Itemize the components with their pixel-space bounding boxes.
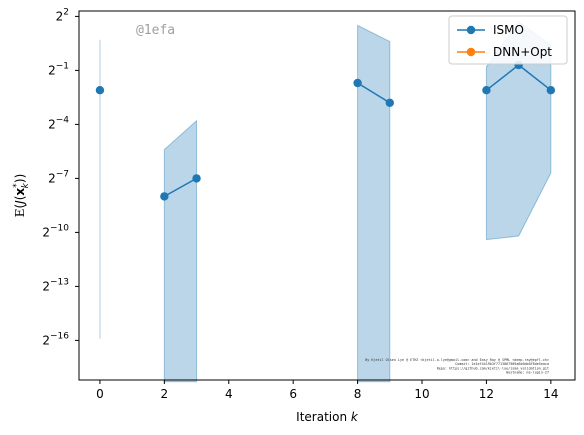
series-line-0-1 — [163, 177, 197, 198]
footnote-line-0: By Kjetil Olsen Lye @ ETHZ <kjetil.o.lye… — [365, 358, 549, 362]
footnote-line-3: Hostname: ms-login-27 — [506, 371, 549, 375]
band-0-2 — [357, 24, 391, 383]
data-point-0-0-0 — [95, 86, 105, 95]
y-tick-label: 2−10 — [42, 223, 69, 239]
y-tick-label: 2−1 — [48, 61, 69, 77]
legend-marker-0 — [466, 25, 476, 35]
y-tick-label: 22 — [56, 7, 69, 23]
data-point-0-1-0 — [160, 192, 169, 201]
legend-label-1: DNN+Opt — [493, 45, 552, 59]
band-0-1 — [163, 119, 198, 383]
data-point-0-2-1 — [385, 98, 395, 108]
x-tick-label: 12 — [479, 387, 494, 401]
y-tick-label: 2−16 — [42, 331, 69, 347]
y-tick-label: 2−7 — [48, 169, 69, 185]
data-point-0-3-0 — [482, 86, 491, 95]
legend: ISMO DNN+Opt — [448, 15, 568, 65]
x-tick-label: 10 — [414, 387, 429, 401]
x-tick-label: 6 — [289, 387, 297, 401]
footnote-line-1: Commit: 1e1ef4419b3f7713867909a6d6db0f8d… — [455, 362, 549, 366]
data-point-0-3-2 — [546, 86, 556, 95]
footnote: By Kjetil Olsen Lye @ ETHZ <kjetil.o.lye… — [365, 358, 549, 375]
x-tick-label: 14 — [543, 387, 558, 401]
data-point-0-1-1 — [192, 174, 201, 183]
x-tick-label: 2 — [161, 387, 169, 401]
watermark: @1efa — [136, 23, 175, 38]
x-axis-label: Iteration k — [296, 410, 359, 424]
y-tick-label: 2−13 — [42, 277, 69, 293]
footnote-line-2: Repo: https://github.com/kjetil-lye/isma… — [437, 366, 549, 370]
y-tick-label: 2−4 — [48, 115, 69, 131]
data-point-0-2-0 — [353, 78, 362, 88]
y-axis: 22 2−1 2−4 2−7 2−10 2−13 2−16 — [42, 7, 79, 347]
x-tick-label: 8 — [354, 387, 362, 401]
x-tick-label: 0 — [96, 387, 104, 401]
confidence-bands — [99, 21, 552, 383]
series-line-0-2 — [357, 82, 391, 104]
legend-marker-1 — [466, 47, 476, 57]
x-axis: 0 2 4 6 8 10 12 14 — [96, 380, 558, 401]
x-tick-label: 4 — [225, 387, 233, 401]
y-axis-label: E(J(x*k)) — [12, 174, 31, 218]
plot-area — [78, 10, 576, 381]
legend-label-0: ISMO — [493, 23, 524, 37]
